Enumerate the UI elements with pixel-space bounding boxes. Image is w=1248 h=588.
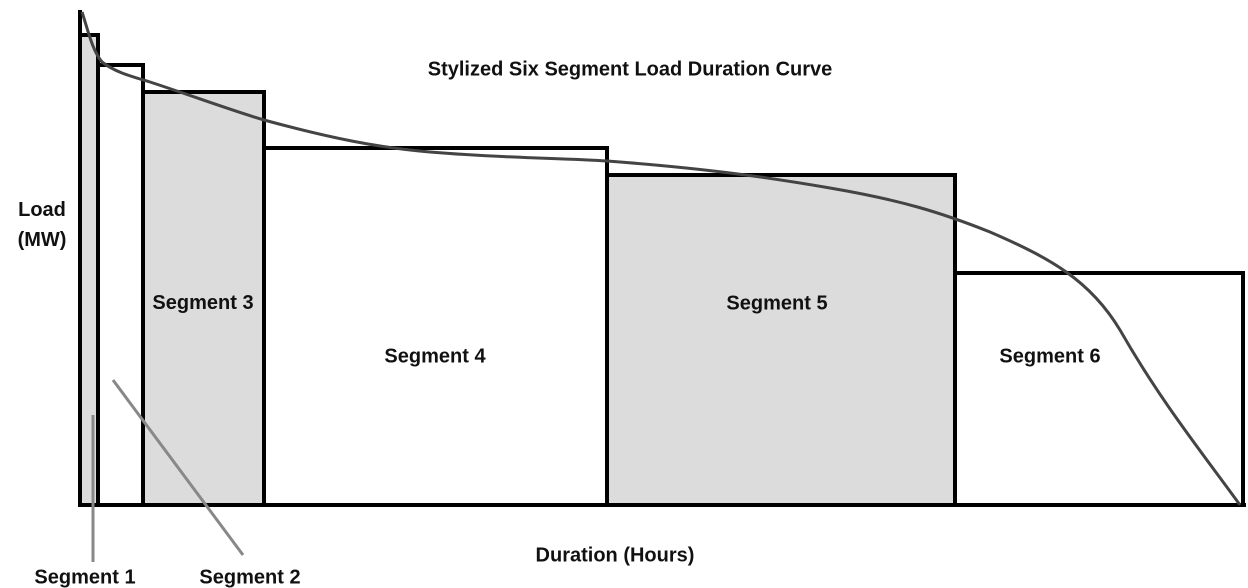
segment-label: Segment 4 (384, 345, 486, 367)
segment-1-block (78, 33, 100, 507)
y-axis-label: Load (MW) (17, 199, 67, 251)
segment-4-block (262, 146, 609, 507)
segment-6-block (953, 271, 1245, 507)
segment-5-block (605, 173, 957, 507)
segment-label: Segment 1 (34, 566, 135, 588)
load-duration-curve (80, 11, 1242, 506)
title: Stylized Six Segment Load Duration Curve (428, 58, 833, 80)
segment-label: Segment 3 (152, 292, 254, 314)
segment-2-block (96, 63, 145, 507)
segment-label: Segment 5 (726, 292, 827, 314)
segment-3-block (141, 90, 266, 507)
x-axis-label: Duration (Hours) (536, 544, 695, 566)
segment-label: Segment 6 (999, 345, 1100, 367)
segment-label: Segment 2 (199, 566, 300, 588)
segment-2-leader (111, 379, 245, 556)
